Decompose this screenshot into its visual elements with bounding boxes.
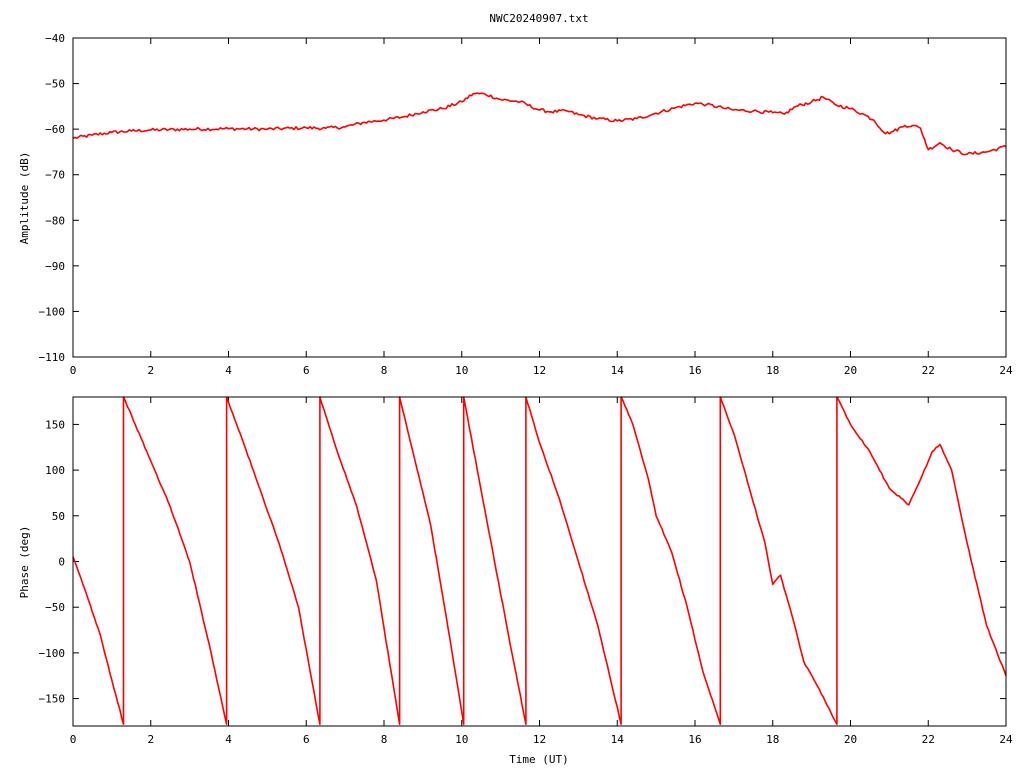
phase-xtick-labels: 0 2 4 6 8 10 12 14 16 18 20 22 24 xyxy=(70,733,1013,746)
amplitude-ytick-label: −70 xyxy=(45,169,65,182)
phase-plot-frame xyxy=(72,396,1007,727)
phase-series-line xyxy=(72,396,1007,725)
amplitude-ytick-labels: −110 −100 −90 −80 −70 −60 −50 −40 xyxy=(39,32,66,364)
amplitude-xtick-label: 24 xyxy=(999,364,1013,377)
amplitude-xtick-label: 16 xyxy=(688,364,701,377)
amplitude-plot-frame xyxy=(72,37,1007,358)
amplitude-ytick-label: −100 xyxy=(39,305,66,318)
amplitude-series-line xyxy=(72,92,1007,156)
amplitude-ytick-label: −80 xyxy=(45,214,65,227)
amplitude-xtick-label: 18 xyxy=(766,364,779,377)
amplitude-xtick-label: 20 xyxy=(844,364,857,377)
amplitude-ytick-label: −50 xyxy=(45,78,65,91)
phase-xtick-label: 24 xyxy=(999,733,1013,746)
amplitude-xtick-label: 8 xyxy=(381,364,388,377)
amplitude-xtick-label: 22 xyxy=(922,364,935,377)
phase-xtick-label: 22 xyxy=(922,733,935,746)
amplitude-ytick-label: −90 xyxy=(45,260,65,273)
phase-ytick-labels: −150 −100 −50 0 50 100 150 xyxy=(39,418,66,705)
phase-gridticks xyxy=(72,397,1007,726)
phase-xtick-label: 2 xyxy=(147,733,154,746)
phase-ytick-label: 150 xyxy=(45,418,65,431)
phase-ytick-label: −100 xyxy=(39,647,66,660)
phase-ytick-label: 100 xyxy=(45,464,65,477)
phase-xlabel: Time (UT) xyxy=(509,753,569,766)
phase-xtick-label: 20 xyxy=(844,733,857,746)
chart-title: NWC20240907.txt xyxy=(489,12,588,25)
amplitude-xtick-label: 14 xyxy=(611,364,625,377)
amplitude-xtick-label: 10 xyxy=(455,364,468,377)
phase-xtick-label: 10 xyxy=(455,733,468,746)
amplitude-ytick-label: −60 xyxy=(45,123,65,136)
phase-xtick-label: 14 xyxy=(611,733,625,746)
phase-xtick-label: 4 xyxy=(225,733,232,746)
phase-ytick-label: −150 xyxy=(39,693,66,706)
amplitude-xtick-labels: 0 2 4 6 8 10 12 14 16 18 20 22 24 xyxy=(70,364,1013,377)
phase-xtick-label: 16 xyxy=(688,733,701,746)
amplitude-xtick-label: 12 xyxy=(533,364,546,377)
phase-xtick-label: 18 xyxy=(766,733,779,746)
phase-xtick-label: 0 xyxy=(70,733,77,746)
phase-ylabel: Phase (deg) xyxy=(18,526,31,599)
amplitude-xtick-label: 4 xyxy=(225,364,232,377)
amplitude-xtick-label: 6 xyxy=(303,364,310,377)
amplitude-ytick-label: −110 xyxy=(39,351,66,364)
amplitude-xtick-label: 2 xyxy=(147,364,154,377)
amplitude-panel: −110−100−90−80−70−60−50−40 0 2 4 6 8 10 12 14 16… xyxy=(18,32,1013,377)
phase-ytick-label: 50 xyxy=(52,510,65,523)
amplitude-ylabel: Amplitude (dB) xyxy=(18,152,31,245)
amplitude-xtick-label: 0 xyxy=(70,364,77,377)
amplitude-gridticks xyxy=(72,37,1007,358)
phase-ytick-label: 0 xyxy=(58,556,65,569)
phase-ytick-label: −50 xyxy=(45,601,65,614)
phase-xtick-label: 12 xyxy=(533,733,546,746)
phase-xtick-label: 8 xyxy=(381,733,388,746)
phase-xtick-label: 6 xyxy=(303,733,310,746)
amplitude-ytick-label: −40 xyxy=(45,32,65,45)
